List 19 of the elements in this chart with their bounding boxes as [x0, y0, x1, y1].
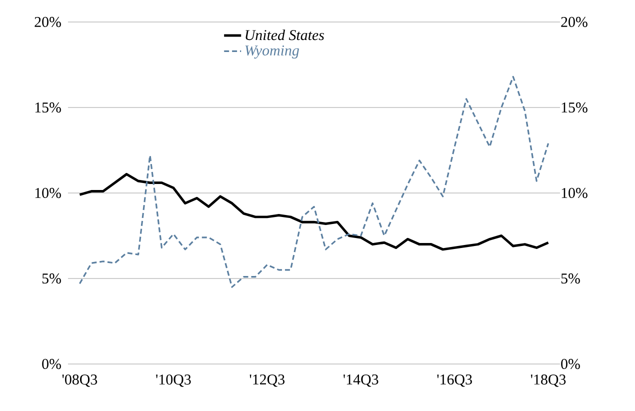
legend-label: Wyoming: [245, 45, 299, 59]
x-tick-label: '18Q3: [530, 374, 566, 387]
x-tick-label: '16Q3: [437, 374, 472, 387]
x-tick-label: '08Q3: [62, 374, 98, 387]
y2-tick-label: 5%: [561, 273, 580, 284]
y-tick-label: 5%: [42, 273, 61, 284]
y2-tick-label: 0%: [561, 358, 580, 370]
line-series: [78, 76, 550, 288]
y2-tick-label: 20%: [561, 16, 588, 28]
y2-tick-label: 10%: [562, 188, 588, 198]
y2-tick-label: 15%: [562, 102, 588, 113]
y-tick-label: 20%: [34, 16, 61, 28]
x-tick-label: '14Q3: [344, 374, 378, 387]
legend-label: United States: [246, 30, 324, 40]
x-tick-label: '12Q3: [250, 374, 285, 387]
y-tick-label: 15%: [35, 102, 61, 113]
y-tick-label: 0%: [42, 358, 61, 370]
x-tick-label: '10Q3: [156, 374, 191, 387]
y-tick-label: 10%: [35, 188, 61, 198]
